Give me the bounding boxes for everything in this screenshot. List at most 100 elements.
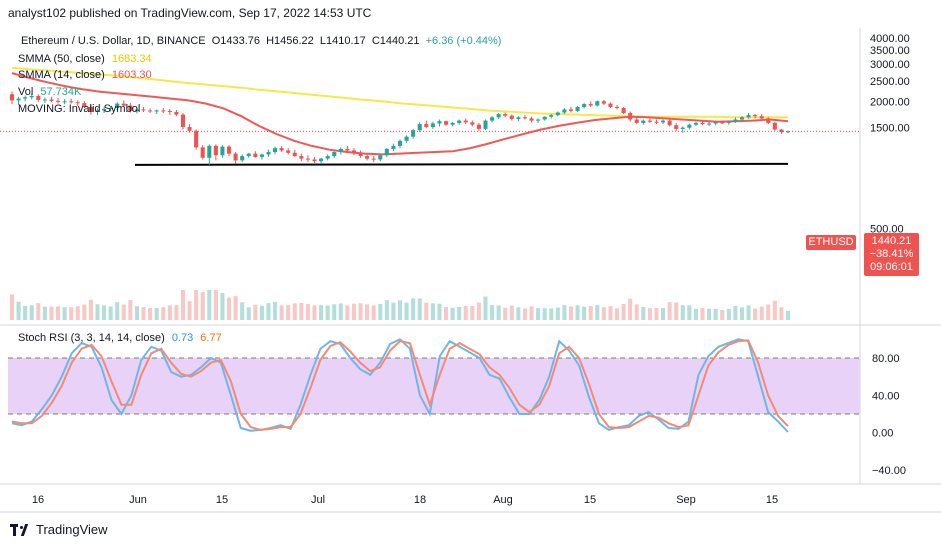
time-tick-label: 16 xyxy=(32,494,44,506)
volume-bar xyxy=(365,304,370,320)
price-tick-label: 3500.00 xyxy=(870,45,910,57)
candle-body xyxy=(634,119,639,123)
volume-bar xyxy=(88,299,93,320)
candle-body xyxy=(220,146,225,156)
candle-body xyxy=(516,117,521,119)
volume-bar xyxy=(536,308,541,320)
candle-body xyxy=(417,124,422,131)
volume-bar xyxy=(457,306,462,320)
candle-body xyxy=(194,130,199,148)
candle-body xyxy=(437,121,442,124)
vol-value: 57.734K xyxy=(40,86,82,98)
volume-bar xyxy=(772,300,777,320)
volume-bar xyxy=(259,305,264,320)
candle-body xyxy=(187,127,192,131)
volume-bar xyxy=(549,308,554,320)
volume-bar xyxy=(720,309,725,320)
support-line xyxy=(134,162,789,166)
volume-bar xyxy=(220,292,225,320)
candle-body xyxy=(595,101,600,106)
candle-body xyxy=(700,122,705,125)
volume-bar xyxy=(529,306,534,320)
candle-body xyxy=(753,115,758,117)
candle-body xyxy=(496,114,501,118)
candle-body xyxy=(358,153,363,157)
candle-body xyxy=(693,122,698,125)
candle-body xyxy=(226,146,232,154)
tradingview-logo-icon xyxy=(10,523,32,536)
candle-body xyxy=(568,109,574,111)
candle-body xyxy=(371,158,376,160)
volume-bar xyxy=(766,304,771,320)
volume-bar xyxy=(450,307,455,320)
volume-bars xyxy=(9,290,791,320)
volume-bar xyxy=(693,308,698,320)
price-tick-label: 1500.00 xyxy=(870,123,910,135)
candle-body xyxy=(325,156,330,159)
candle-body xyxy=(542,116,547,120)
sma50-label: SMMA (50, close) xyxy=(18,53,105,65)
sma14-value: 1603.30 xyxy=(111,69,152,81)
candle-body xyxy=(641,120,646,123)
volume-bar xyxy=(319,305,324,320)
volume-bar xyxy=(470,305,475,320)
change-value: +6.36 (+0.44%) xyxy=(425,35,502,47)
volume-bar xyxy=(102,305,107,320)
candle-body xyxy=(312,159,317,162)
symbol-label: Ethereum / U.S. Dollar, 1D, BINANCE xyxy=(21,35,206,47)
candle-body xyxy=(141,109,146,111)
volume-bar xyxy=(180,290,186,320)
volume-bar xyxy=(358,303,363,320)
publisher-header: analyst102 published on TradingView.com,… xyxy=(8,6,372,20)
candle-body xyxy=(148,110,153,112)
volume-bar xyxy=(299,302,304,320)
volume-bar xyxy=(384,300,389,320)
candle-body xyxy=(687,124,692,128)
volume-bar xyxy=(437,303,442,320)
volume-bar xyxy=(194,290,199,320)
volume-bar xyxy=(641,306,646,320)
volume-bar xyxy=(391,302,396,320)
sma14-label: SMMA (14, close) xyxy=(18,69,105,81)
volume-bar xyxy=(312,305,317,320)
volume-bar xyxy=(404,302,409,320)
volume-bar xyxy=(397,300,403,320)
candle-body xyxy=(213,145,218,156)
candle-body xyxy=(345,148,350,151)
candle-body xyxy=(443,121,449,125)
candle-body xyxy=(378,155,383,160)
volume-bar xyxy=(148,308,153,320)
candle-body xyxy=(582,104,587,107)
candle-body xyxy=(726,121,731,123)
volume-bar xyxy=(154,307,159,320)
volume-bar xyxy=(753,308,758,320)
time-tick-label: 15 xyxy=(584,494,596,506)
price-tick-label: 2500.00 xyxy=(870,76,910,88)
stoch-line-d xyxy=(11,339,789,431)
candle-body xyxy=(319,158,324,162)
candle-body xyxy=(29,95,34,98)
candle-body xyxy=(654,121,659,123)
candle-body xyxy=(549,115,554,117)
volume-bar xyxy=(634,304,639,320)
candle-body xyxy=(536,119,541,121)
volume-bar xyxy=(325,305,330,320)
volume-bar xyxy=(687,305,692,320)
candle-body xyxy=(470,122,475,125)
time-tick-label: Aug xyxy=(493,494,513,506)
vol-label: Vol xyxy=(18,86,34,98)
candle-body xyxy=(266,152,271,155)
volume-bar xyxy=(9,294,15,320)
volume-bar xyxy=(128,300,133,320)
volume-bar xyxy=(345,305,350,320)
candle-body xyxy=(128,105,133,111)
volume-bar xyxy=(739,307,745,320)
stoch-tick-label: −40.00 xyxy=(872,465,906,477)
high-value: H1456.22 xyxy=(266,35,314,47)
candle-body xyxy=(490,117,495,121)
candle-body xyxy=(707,123,712,125)
candle-body xyxy=(424,124,429,128)
volume-bar xyxy=(654,308,659,320)
